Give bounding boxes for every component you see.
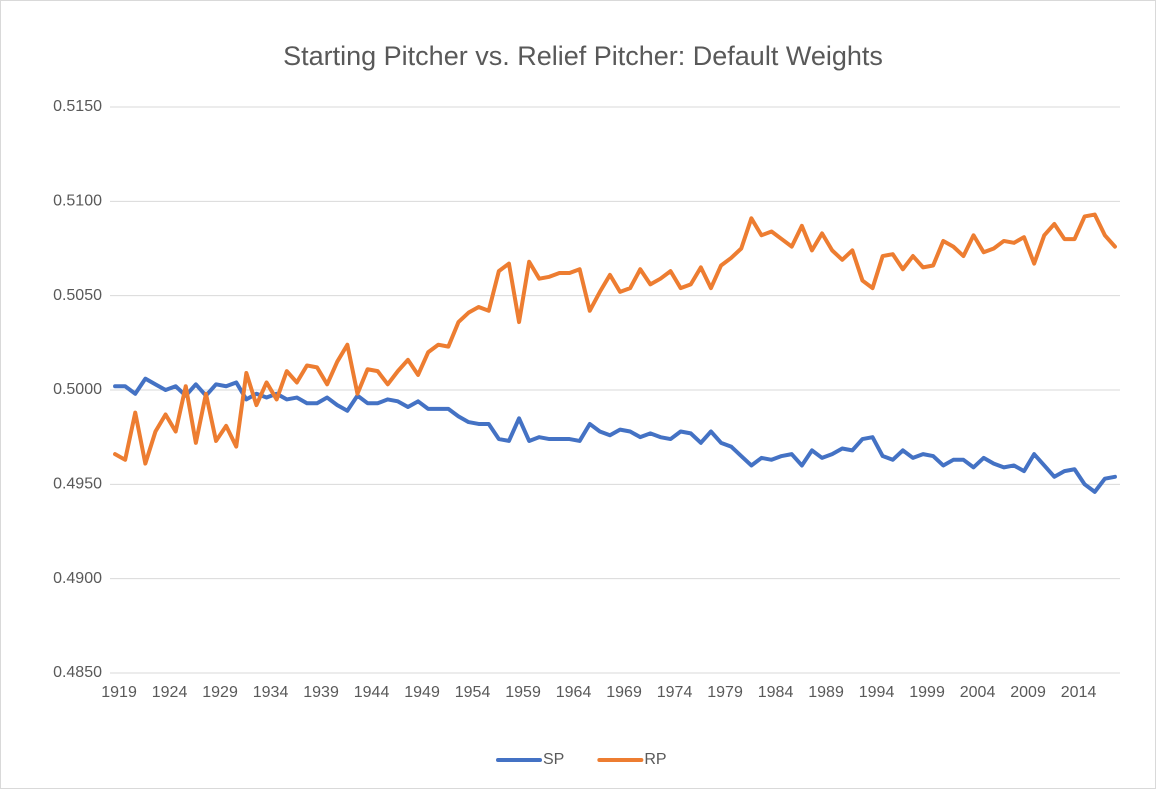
y-tick-label: 0.5150 bbox=[53, 98, 102, 115]
x-tick-label: 1964 bbox=[556, 684, 592, 701]
x-tick-label: 1999 bbox=[909, 684, 945, 701]
x-tick-label: 1959 bbox=[505, 684, 541, 701]
x-tick-label: 1979 bbox=[707, 684, 743, 701]
series-line bbox=[113, 376, 1117, 494]
legend-label: RP bbox=[644, 751, 666, 768]
x-tick-label: 2014 bbox=[1061, 684, 1097, 701]
y-tick-label: 0.4950 bbox=[53, 476, 102, 493]
x-tick-label: 1949 bbox=[404, 684, 440, 701]
y-tick-label: 0.5000 bbox=[53, 381, 102, 398]
x-tick-label: 1929 bbox=[202, 684, 238, 701]
y-tick-label: 0.4850 bbox=[53, 664, 102, 681]
chart-title: Starting Pitcher vs. Relief Pitcher: Def… bbox=[283, 41, 883, 71]
x-tick-label: 1919 bbox=[101, 684, 137, 701]
y-tick-label: 0.5050 bbox=[53, 287, 102, 304]
x-tick-label: 1939 bbox=[303, 684, 339, 701]
x-tick-label: 1934 bbox=[253, 684, 289, 701]
x-tick-label: 1944 bbox=[354, 684, 390, 701]
x-tick-label: 2009 bbox=[1010, 684, 1046, 701]
x-tick-label: 1954 bbox=[455, 684, 491, 701]
series-line bbox=[113, 212, 1117, 466]
y-tick-label: 0.5100 bbox=[53, 193, 102, 210]
x-tick-label: 1984 bbox=[758, 684, 794, 701]
x-tick-label: 2004 bbox=[960, 684, 996, 701]
x-tick-label: 1974 bbox=[657, 684, 693, 701]
x-tick-label: 1969 bbox=[606, 684, 642, 701]
y-tick-label: 0.4900 bbox=[53, 570, 102, 587]
legend-label: SP bbox=[543, 751, 564, 768]
x-tick-label: 1994 bbox=[859, 684, 895, 701]
x-tick-label: 1989 bbox=[808, 684, 844, 701]
x-tick-label: 1924 bbox=[152, 684, 188, 701]
